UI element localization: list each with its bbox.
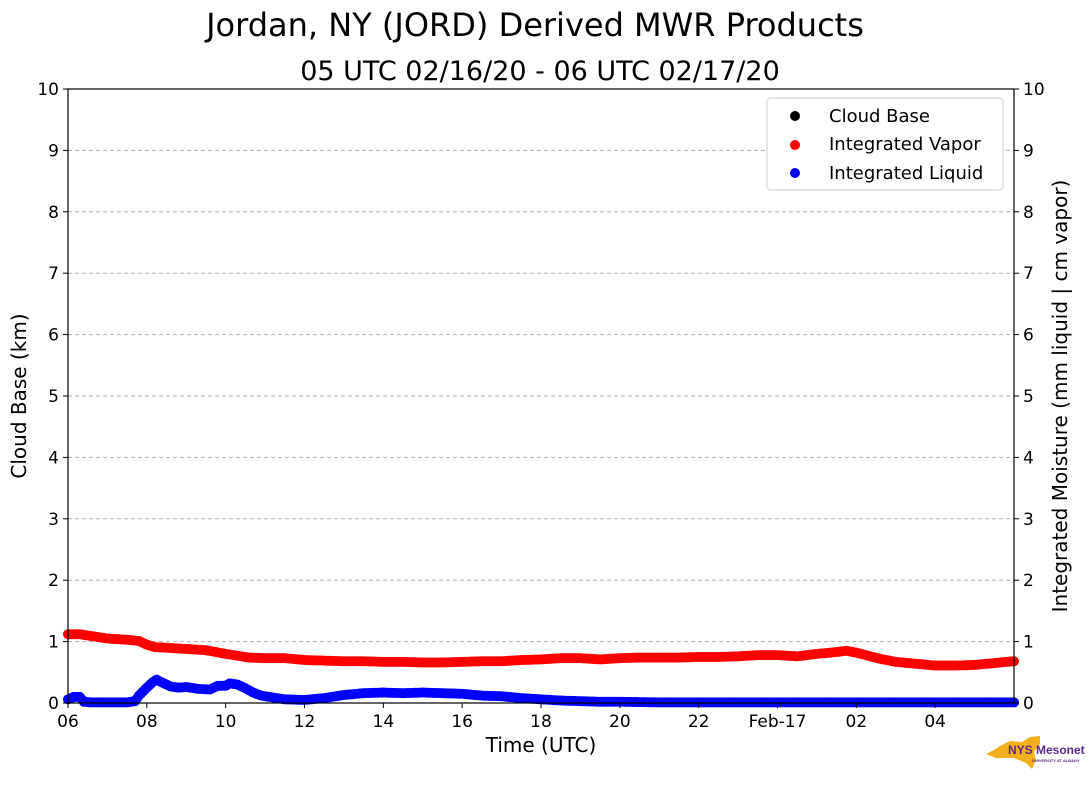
y-tick-label-left: 10 [37, 80, 59, 100]
y-tick-label-right: 8 [1023, 203, 1034, 223]
legend-box [766, 97, 1004, 191]
grid-lines [68, 149, 1014, 643]
x-tick-label: 08 [136, 712, 158, 732]
y-tick-label-right: 1 [1023, 633, 1034, 653]
y-tick-label-left: 0 [48, 694, 59, 714]
y-tick-label-right: 6 [1023, 326, 1034, 346]
x-tick-label: 14 [373, 712, 395, 732]
x-tick-label: 10 [215, 712, 237, 732]
series-integrated-liquid [63, 674, 1019, 708]
ny-state-shape [986, 736, 1040, 769]
y-tick-label-left: 4 [48, 448, 59, 468]
legend-label-vapor: Integrated Vapor [829, 134, 981, 155]
x-tick-label: 18 [530, 712, 552, 732]
y-tick-label-right: 10 [1023, 80, 1045, 100]
y-tick-label-left: 2 [48, 571, 59, 591]
chart-subtitle: 05 UTC 02/16/20 - 06 UTC 02/17/20 [300, 56, 780, 87]
y-tick-label-left: 7 [48, 264, 59, 284]
y-tick-label-left: 6 [48, 326, 59, 346]
data-series [63, 629, 1019, 708]
legend-marker-liquid [790, 168, 800, 178]
series-integrated-vapor [63, 629, 1019, 671]
x-tick-label: 20 [609, 712, 631, 732]
y-tick-label-right: 7 [1023, 264, 1034, 284]
legend-label-liquid: Integrated Liquid [829, 163, 983, 184]
legend-marker-vapor [790, 140, 800, 150]
y-tick-label-left: 3 [48, 510, 59, 530]
x-tick-label: 06 [57, 712, 79, 732]
x-tick-label: 22 [688, 712, 710, 732]
x-tick-label: 12 [294, 712, 316, 732]
x-tick-label: Feb-17 [749, 712, 807, 732]
logo-text: NYS Mesonet [1008, 743, 1085, 757]
x-tick-label: 16 [451, 712, 473, 732]
nys-mesonet-logo: NYS Mesonet UNIVERSITY AT ALBANY [986, 736, 1085, 769]
y-tick-label-right: 9 [1023, 141, 1034, 161]
y-tick-label-right: 3 [1023, 510, 1034, 530]
y-tick-label-right: 5 [1023, 387, 1034, 407]
y-axis-label-right: Integrated Moisture (mm liquid | cm vapo… [1048, 180, 1072, 613]
y-tick-label-left: 5 [48, 387, 59, 407]
y-tick-label-left: 1 [48, 633, 59, 653]
x-axis-label: Time (UTC) [485, 733, 597, 757]
legend-label-cloud-base: Cloud Base [829, 106, 930, 127]
y-tick-label-right: 4 [1023, 448, 1034, 468]
y-tick-label-right: 0 [1023, 694, 1034, 714]
y-tick-label-left: 8 [48, 203, 59, 223]
y-axis-label-left: Cloud Base (km) [7, 313, 31, 478]
x-tick-label: 04 [924, 712, 946, 732]
y-tick-label-right: 2 [1023, 571, 1034, 591]
x-tick-label: 02 [846, 712, 868, 732]
legend-marker-cloud-base [790, 111, 800, 121]
chart-title: Jordan, NY (JORD) Derived MWR Products [204, 6, 864, 44]
y-tick-label-left: 9 [48, 141, 59, 161]
logo-subtext: UNIVERSITY AT ALBANY [1032, 758, 1080, 763]
legend: Cloud Base Integrated Vapor Integrated L… [766, 97, 1004, 191]
